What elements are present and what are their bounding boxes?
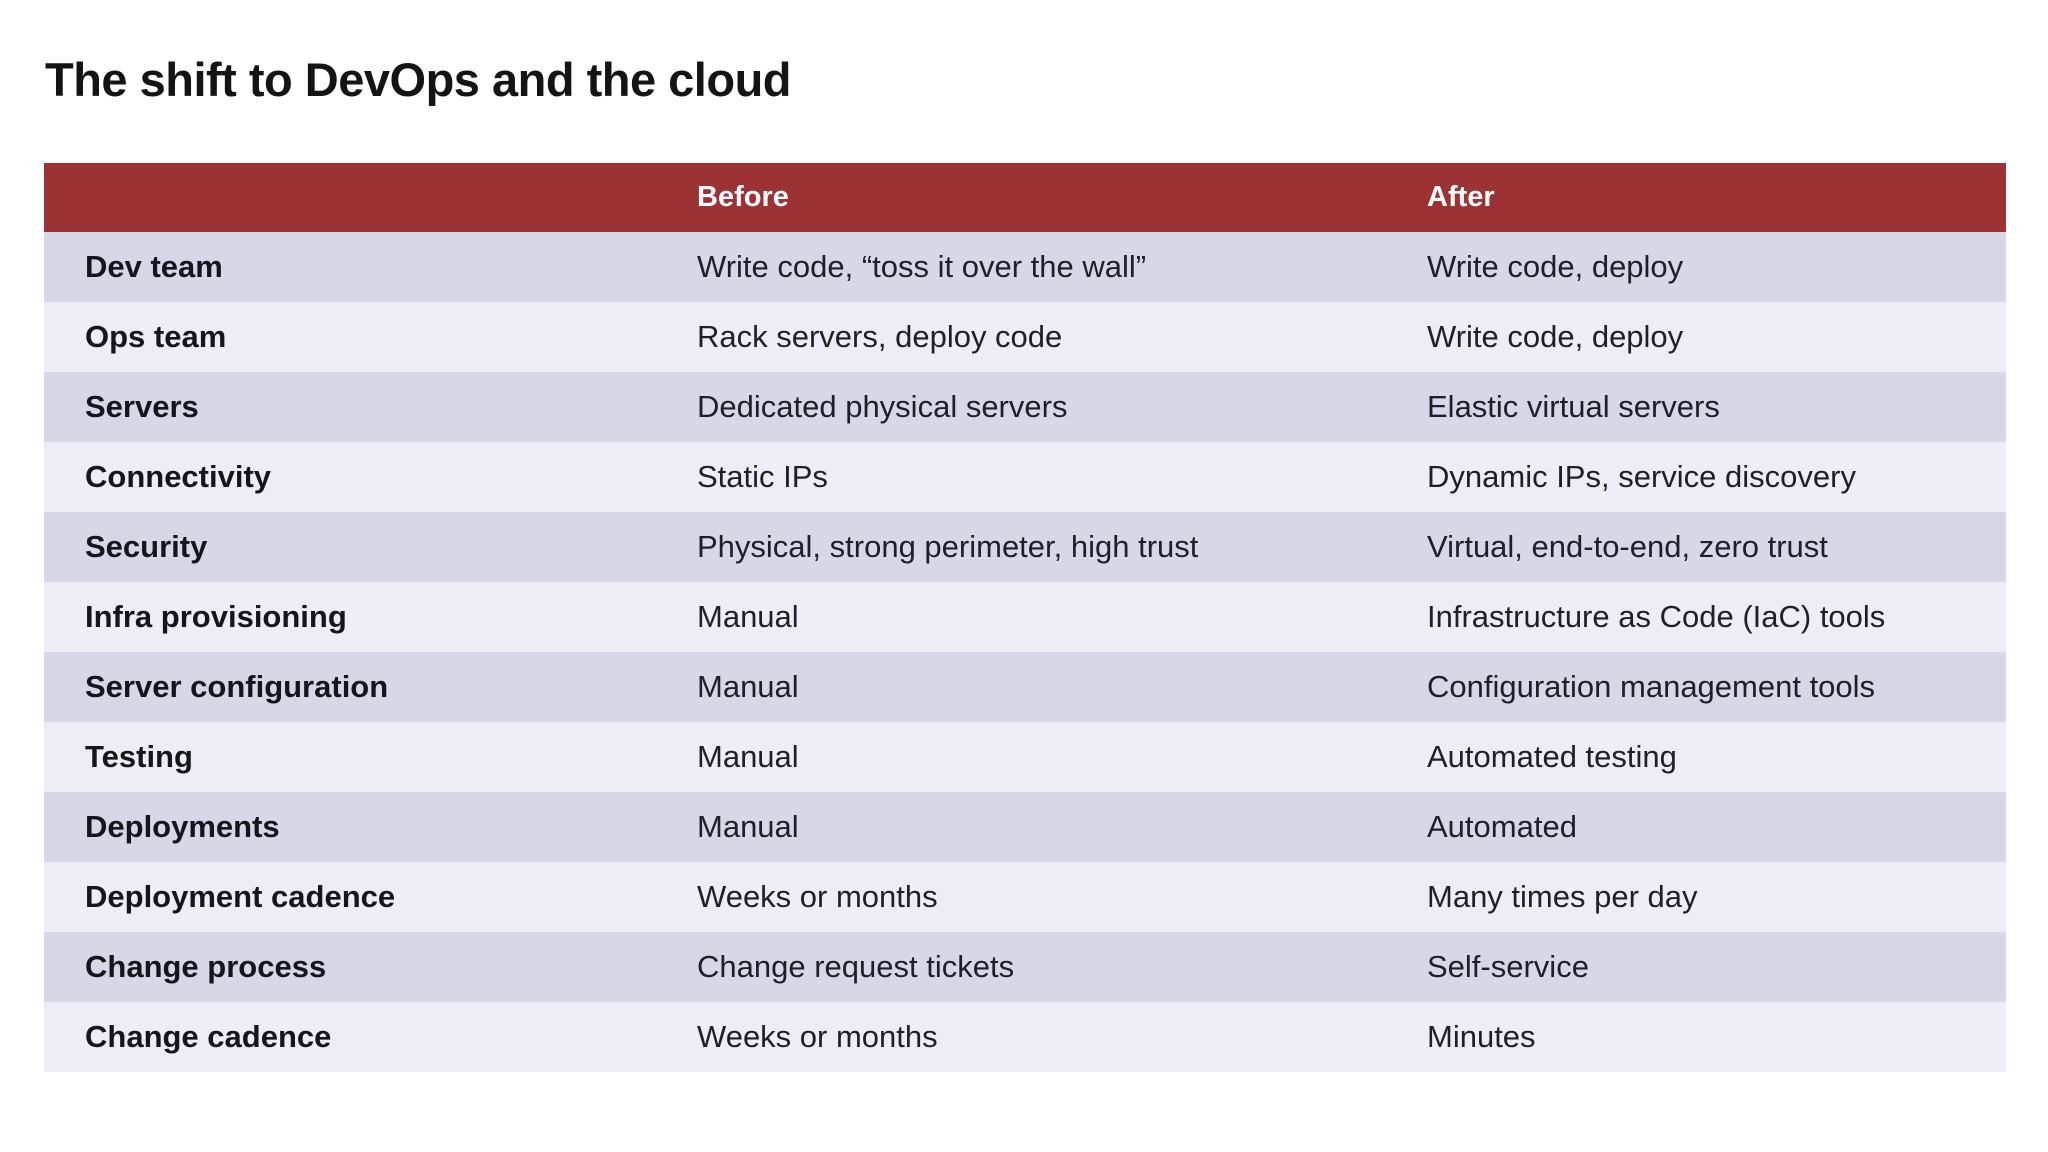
after-cell: Configuration management tools bbox=[1427, 669, 1876, 704]
table-row: Dev team Write code, “toss it over the wa… bbox=[44, 232, 2006, 302]
before-cell: Static IPs bbox=[697, 459, 828, 494]
table-row: Testing Manual Automated testing bbox=[44, 722, 2006, 792]
row-label-cell: Dev team bbox=[85, 249, 223, 284]
after-cell: Elastic virtual servers bbox=[1427, 389, 1720, 424]
before-cell: Manual bbox=[697, 599, 799, 634]
after-cell: Virtual, end-to-end, zero trust bbox=[1427, 529, 1828, 564]
after-cell: Automated bbox=[1427, 809, 1577, 844]
table-row: Change cadence Weeks or months Minutes bbox=[44, 1002, 2006, 1072]
after-cell: Automated testing bbox=[1427, 739, 1677, 774]
row-label-cell: Change process bbox=[85, 949, 327, 984]
before-cell: Weeks or months bbox=[697, 879, 938, 914]
before-cell: Manual bbox=[697, 739, 799, 774]
row-label-cell: Testing bbox=[85, 739, 193, 774]
table-header-row: Before After bbox=[44, 163, 2006, 232]
table-row: Deployments Manual Automated bbox=[44, 792, 2006, 862]
before-cell: Physical, strong perimeter, high trust bbox=[697, 529, 1199, 564]
row-label-cell: Connectivity bbox=[85, 459, 272, 494]
after-cell: Write code, deploy bbox=[1427, 249, 1684, 284]
table-row: Infra provisioning Manual Infrastructure a… bbox=[44, 582, 2006, 652]
table-row: Security Physical, strong perimeter, high… bbox=[44, 512, 2006, 582]
page-title: The shift to DevOps and the cloud bbox=[45, 53, 792, 106]
after-cell: Many times per day bbox=[1427, 879, 1698, 914]
before-cell: Dedicated physical servers bbox=[697, 389, 1068, 424]
row-label-cell: Security bbox=[85, 529, 208, 564]
table-row: Server configuration Manual Configuration … bbox=[44, 652, 2006, 722]
after-cell: Infrastructure as Code (IaC) tools bbox=[1427, 599, 1886, 634]
table-row: Ops team Rack servers, deploy code Write c… bbox=[44, 302, 2006, 372]
comparison-table: Before After Dev team Write code, “toss i… bbox=[44, 163, 2006, 1072]
after-cell: Dynamic IPs, service discovery bbox=[1427, 459, 1856, 494]
table-row: Connectivity Static IPs Dynamic IPs, servi… bbox=[44, 442, 2006, 512]
after-cell: Minutes bbox=[1427, 1019, 1536, 1054]
table-row: Deployment cadence Weeks or months Many ti… bbox=[44, 862, 2006, 932]
row-label-cell: Deployments bbox=[85, 809, 280, 844]
after-cell: Write code, deploy bbox=[1427, 319, 1684, 354]
after-cell: Self-service bbox=[1427, 949, 1589, 984]
before-cell: Manual bbox=[697, 809, 799, 844]
table-row: Change process Change request tickets Self… bbox=[44, 932, 2006, 1002]
row-label-cell: Ops team bbox=[85, 319, 227, 354]
before-cell: Change request tickets bbox=[697, 949, 1015, 984]
row-label-cell: Servers bbox=[85, 389, 199, 424]
column-header-after: After bbox=[1427, 181, 1495, 213]
table-body: Dev team Write code, “toss it over the wa… bbox=[44, 232, 2006, 1072]
row-label-cell: Deployment cadence bbox=[85, 879, 396, 914]
before-cell: Manual bbox=[697, 669, 799, 704]
before-cell: Rack servers, deploy code bbox=[697, 319, 1063, 354]
row-label-cell: Infra provisioning bbox=[85, 599, 347, 634]
column-header-before: Before bbox=[697, 181, 789, 213]
header-empty-cell bbox=[44, 163, 653, 232]
row-label-cell: Server configuration bbox=[85, 669, 389, 704]
before-cell: Weeks or months bbox=[697, 1019, 938, 1054]
row-label-cell: Change cadence bbox=[85, 1019, 332, 1054]
before-cell: Write code, “toss it over the wall” bbox=[697, 249, 1147, 284]
table-row: Servers Dedicated physical servers Elastic… bbox=[44, 372, 2006, 442]
